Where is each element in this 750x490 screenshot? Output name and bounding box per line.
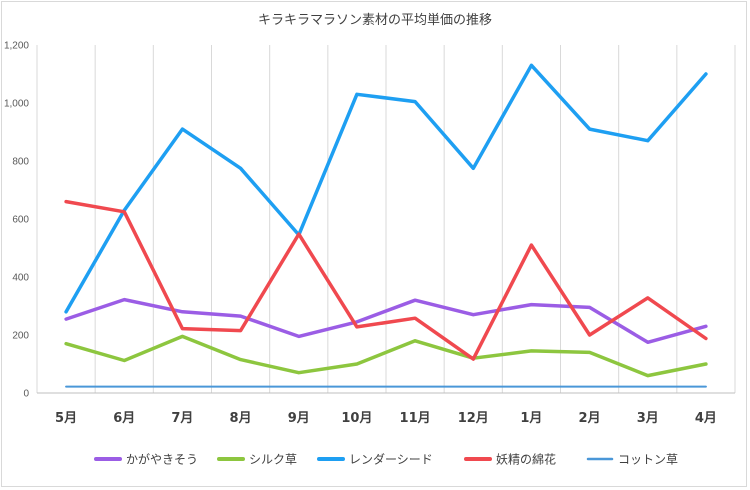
- legend-item: レンダーシード: [317, 452, 433, 467]
- y-tick-label: 0: [23, 389, 29, 400]
- series-line: [64, 63, 708, 314]
- x-tick-label: 5月: [55, 411, 77, 426]
- y-tick-label: 600: [12, 215, 29, 226]
- x-tick-label: 4月: [695, 411, 717, 426]
- legend-item: シルク草: [217, 453, 297, 467]
- legend-item: コットン草: [586, 453, 678, 467]
- grid-layer: [36, 45, 736, 393]
- y-tick-label: 200: [12, 331, 29, 342]
- x-tick-label: 8月: [230, 411, 252, 426]
- y-tick-label: 1,200: [4, 41, 29, 52]
- legend-label: かがやきそう: [126, 452, 198, 467]
- x-tick-label: 7月: [171, 411, 193, 426]
- x-tick-label: 3月: [637, 411, 659, 426]
- legend-label: シルク草: [249, 453, 297, 467]
- legend-item: かがやきそう: [94, 452, 198, 467]
- y-tick-label: 800: [12, 157, 29, 168]
- y-tick-label: 400: [12, 273, 29, 284]
- x-tick-label: 9月: [288, 411, 310, 426]
- series-layer: [64, 63, 708, 388]
- legend: かがやきそう シルク草 レンダーシード 妖精の綿花 コットン草: [94, 452, 678, 467]
- legend-item: 妖精の綿花: [464, 452, 556, 467]
- legend-label: レンダーシード: [349, 452, 433, 467]
- x-tick-label: 2月: [579, 411, 601, 426]
- axis-layer: 0 200 400 600 800 1,000 1,200 5月 6月 7月 8月 9月 10月 11月 1…: [4, 41, 735, 426]
- series-3: [64, 199, 708, 361]
- legend-label: 妖精の綿花: [496, 452, 556, 467]
- x-tick-label: 12月: [458, 411, 489, 426]
- legend-label: コットン草: [618, 453, 678, 467]
- series-line: [64, 199, 708, 361]
- x-tick-label: 1月: [520, 411, 542, 426]
- x-tick-label: 11月: [400, 411, 431, 426]
- x-tick-label: 6月: [113, 411, 135, 426]
- x-tick-label: 10月: [341, 411, 372, 426]
- chart-title: キラキラマラソン素材の平均単価の推移: [258, 12, 492, 28]
- y-tick-label: 1,000: [4, 99, 29, 110]
- series-line: [64, 334, 708, 378]
